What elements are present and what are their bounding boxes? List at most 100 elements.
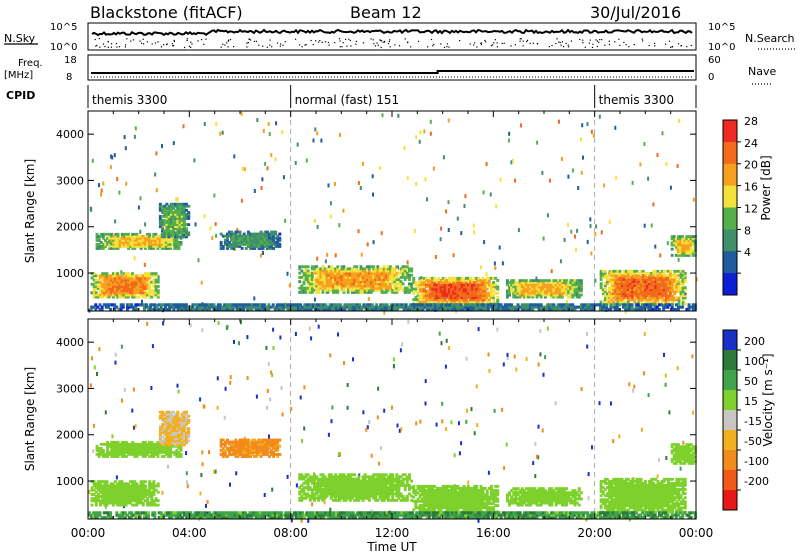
echo-cell bbox=[171, 241, 175, 244]
echo-cell bbox=[168, 305, 172, 309]
echo-cell bbox=[105, 276, 109, 280]
echo-cell bbox=[142, 303, 146, 307]
echo-cell bbox=[156, 451, 160, 454]
echo-cell bbox=[120, 232, 124, 236]
echo-cell bbox=[556, 293, 560, 297]
echo-cell bbox=[448, 294, 451, 297]
echo-cell bbox=[598, 303, 602, 307]
echo-cell bbox=[230, 232, 234, 236]
echo-cell bbox=[182, 208, 186, 212]
echo-cell bbox=[346, 273, 350, 277]
nsearch-dot bbox=[339, 46, 341, 48]
echo-cell bbox=[660, 300, 664, 304]
echo-cell bbox=[645, 305, 649, 309]
echo-cell bbox=[150, 455, 154, 458]
echo-cell bbox=[441, 300, 445, 304]
echo-cell bbox=[326, 305, 330, 309]
echo-cell bbox=[92, 285, 96, 288]
echo-cell bbox=[304, 269, 308, 273]
echo-cell bbox=[174, 425, 178, 428]
echo-cell bbox=[338, 271, 342, 275]
echo-cell bbox=[212, 303, 216, 307]
echo-cell bbox=[508, 287, 511, 291]
echo-cell bbox=[131, 293, 134, 297]
echo-cell bbox=[154, 449, 158, 452]
echo-cell bbox=[380, 276, 384, 279]
echo-cell bbox=[173, 451, 177, 454]
echo-cell bbox=[448, 291, 451, 295]
echo-speck bbox=[586, 122, 589, 127]
echo-cell bbox=[662, 305, 666, 309]
freq-tick-high: 18 bbox=[64, 55, 77, 66]
echo-cell bbox=[466, 283, 470, 287]
echo-cell bbox=[550, 295, 554, 299]
echo-cell bbox=[319, 269, 323, 273]
echo-cell bbox=[558, 281, 562, 285]
echo-cell bbox=[376, 271, 380, 275]
echo-speck bbox=[458, 421, 460, 426]
echo-cell bbox=[529, 289, 533, 293]
echo-cell bbox=[169, 247, 172, 250]
echo-cell bbox=[413, 307, 416, 311]
echo-cell bbox=[163, 208, 167, 212]
echo-cell bbox=[679, 249, 682, 253]
echo-cell bbox=[445, 281, 449, 284]
echo-cell bbox=[323, 278, 327, 281]
echo-speck bbox=[536, 140, 539, 145]
echo-cell bbox=[512, 281, 516, 285]
echo-cell bbox=[393, 276, 397, 279]
echo-cell bbox=[255, 245, 259, 248]
echo-cell bbox=[160, 243, 164, 246]
echo-cell bbox=[167, 443, 171, 447]
echo-cell bbox=[457, 307, 461, 311]
echo-cell bbox=[556, 283, 560, 287]
echo-cell bbox=[148, 285, 152, 288]
nsearch-dot bbox=[448, 46, 450, 48]
echo-speck bbox=[214, 222, 217, 227]
echo-cell bbox=[172, 423, 175, 426]
power-colorbar-tick-label: 24 bbox=[744, 137, 758, 150]
echo-cell bbox=[372, 282, 376, 286]
echo-speck bbox=[343, 360, 345, 365]
echo-cell bbox=[176, 410, 180, 414]
echo-cell bbox=[454, 289, 458, 293]
echo-cell bbox=[469, 296, 472, 299]
echo-cell bbox=[514, 293, 518, 297]
echo-cell bbox=[165, 441, 169, 445]
echo-cell bbox=[340, 269, 344, 273]
echo-cell bbox=[143, 245, 147, 248]
echo-cell bbox=[443, 296, 447, 299]
echo-cell bbox=[141, 282, 145, 286]
echo-cell bbox=[133, 444, 137, 448]
echo-speck bbox=[239, 320, 242, 325]
echo-cell bbox=[434, 305, 438, 309]
echo-cell bbox=[603, 274, 607, 277]
echo-cell bbox=[359, 278, 363, 281]
echo-cell bbox=[652, 269, 656, 273]
echo-cell bbox=[681, 237, 685, 241]
echo-cell bbox=[216, 307, 220, 311]
echo-cell bbox=[599, 276, 603, 279]
echo-speck bbox=[676, 366, 679, 371]
nsearch-dot bbox=[266, 46, 268, 48]
echo-cell bbox=[677, 278, 681, 281]
echo-cell bbox=[405, 276, 409, 279]
echo-cell bbox=[358, 303, 362, 307]
echo-cell bbox=[122, 442, 126, 446]
echo-cell bbox=[206, 307, 210, 311]
echo-cell bbox=[101, 232, 105, 236]
echo-cell bbox=[520, 289, 524, 293]
echo-speck bbox=[246, 335, 249, 340]
echo-cell bbox=[405, 290, 409, 294]
nsearch-dot bbox=[190, 41, 192, 43]
echo-cell bbox=[175, 243, 179, 246]
echo-cell bbox=[240, 305, 243, 309]
echo-cell bbox=[430, 307, 433, 311]
echo-cell bbox=[626, 303, 630, 307]
echo-cell bbox=[152, 274, 156, 278]
echo-speck bbox=[615, 175, 618, 180]
echo-cell bbox=[152, 285, 156, 288]
echo-cell bbox=[510, 279, 514, 283]
echo-cell bbox=[113, 303, 117, 307]
echo-cell bbox=[118, 243, 122, 246]
